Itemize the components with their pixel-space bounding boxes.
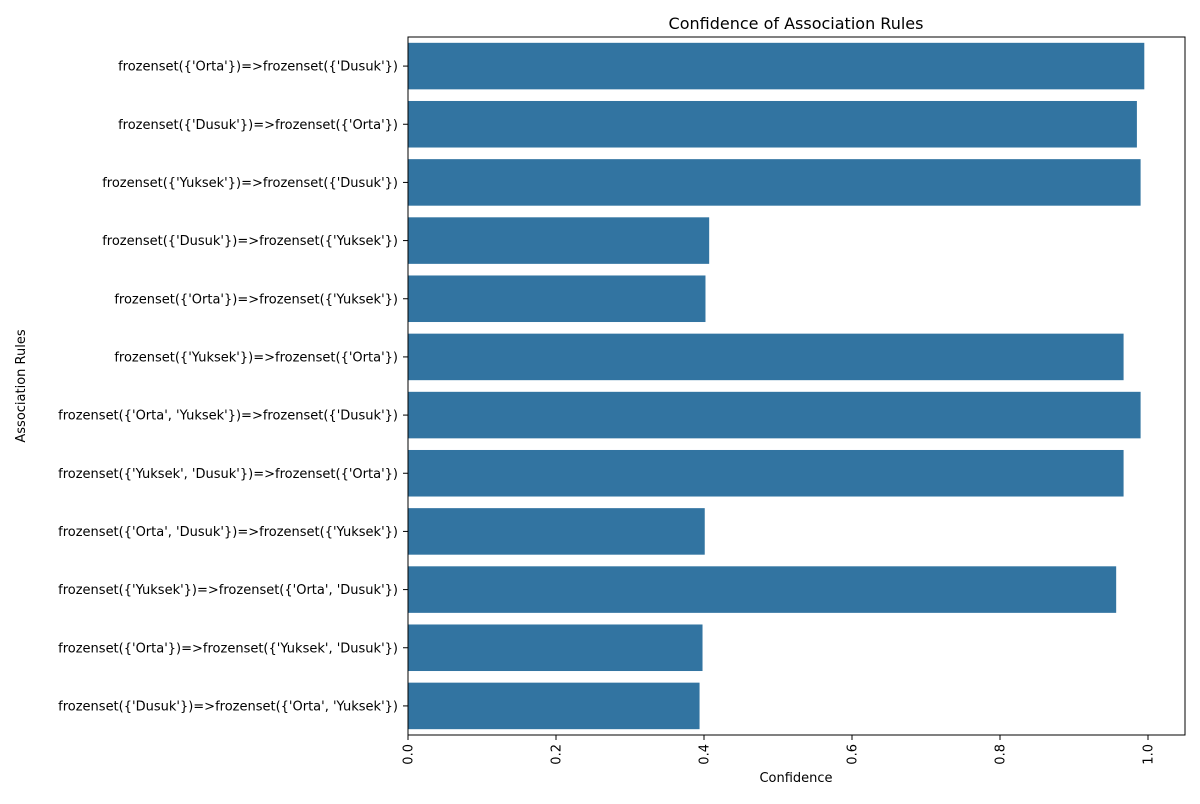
y-tick-label: frozenset({'Yuksek'})=>frozenset({'Dusuk… bbox=[102, 176, 398, 191]
y-tick-label: frozenset({'Yuksek', 'Dusuk'})=>frozense… bbox=[58, 467, 398, 482]
x-tick-label: 0.2 bbox=[550, 744, 565, 765]
x-ticks-group: 0.0 0.2 0.4 0.6 0.8 1.0 bbox=[402, 735, 1157, 765]
axes-frame bbox=[407, 36, 1186, 736]
bars-group bbox=[408, 42, 1145, 730]
bar bbox=[408, 217, 710, 264]
y-tick-label: frozenset({'Dusuk'})=>frozenset({'Orta',… bbox=[58, 699, 398, 714]
chart-title: Confidence of Association Rules bbox=[669, 14, 924, 33]
y-tick-label: frozenset({'Orta', 'Dusuk'})=>frozenset(… bbox=[58, 525, 398, 540]
bar bbox=[408, 42, 1145, 90]
bar bbox=[408, 449, 1124, 497]
x-tick-label: 0.8 bbox=[994, 744, 1009, 765]
x-tick-label: 1.0 bbox=[1142, 744, 1157, 765]
y-tick-label: frozenset({'Orta'})=>frozenset({'Dusuk'}… bbox=[118, 60, 398, 75]
plot-border bbox=[407, 36, 1186, 736]
y-tick-label: frozenset({'Dusuk'})=>frozenset({'Yuksek… bbox=[102, 234, 398, 249]
y-tick-label: frozenset({'Yuksek'})=>frozenset({'Orta'… bbox=[58, 583, 398, 598]
x-tick-label: 0.0 bbox=[402, 744, 417, 765]
y-tick-label: frozenset({'Orta', 'Yuksek'})=>frozenset… bbox=[58, 409, 398, 424]
bar bbox=[408, 391, 1141, 439]
y-axis-label: Association Rules bbox=[14, 329, 29, 442]
bar bbox=[408, 624, 703, 672]
bar bbox=[408, 508, 705, 555]
x-tick-label: 0.6 bbox=[846, 744, 861, 765]
y-tick-label: frozenset({'Orta'})=>frozenset({'Yuksek'… bbox=[114, 292, 398, 307]
bar bbox=[408, 333, 1124, 381]
bar bbox=[408, 100, 1137, 148]
x-tick-label: 0.4 bbox=[698, 744, 713, 765]
bar bbox=[408, 566, 1117, 613]
y-tick-label: frozenset({'Yuksek'})=>frozenset({'Orta'… bbox=[114, 350, 398, 365]
y-ticks-group: frozenset({'Orta'})=>frozenset({'Dusuk'}… bbox=[58, 60, 408, 714]
x-axis-label: Confidence bbox=[759, 771, 832, 786]
y-tick-label: frozenset({'Orta'})=>frozenset({'Yuksek'… bbox=[58, 641, 398, 656]
y-tick-label: frozenset({'Dusuk'})=>frozenset({'Orta'}… bbox=[118, 118, 398, 133]
bar bbox=[408, 275, 706, 323]
bar bbox=[408, 159, 1141, 206]
bar bbox=[408, 682, 700, 730]
